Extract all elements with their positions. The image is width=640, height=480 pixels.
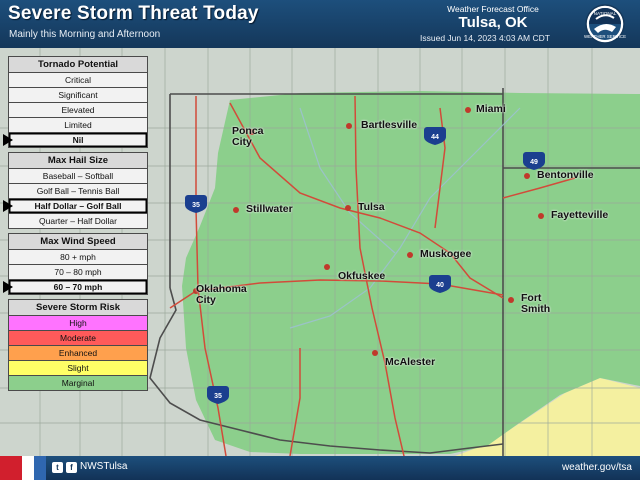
legend-wind-item-0[interactable]: 80 + mph <box>8 250 148 265</box>
city-label: Miami <box>476 103 506 115</box>
footer-stripe-red <box>0 456 22 480</box>
social-handle-group[interactable]: t f NWSTulsa <box>52 461 127 473</box>
legend-hail-item-0[interactable]: Baseball – Softball <box>8 169 148 184</box>
legend-risk-item-0[interactable]: High <box>8 316 148 331</box>
risk-area-marginal <box>182 91 640 454</box>
office-city: Tulsa, OK <box>458 14 528 31</box>
svg-text:49: 49 <box>530 159 538 166</box>
footer-bar: t f NWSTulsa weather.gov/tsa <box>0 456 640 480</box>
legend-tornado-item-label: Critical <box>65 75 91 85</box>
legend-risk-item-3[interactable]: Slight <box>8 361 148 376</box>
legend-risk-item-label: Slight <box>67 363 89 373</box>
svg-text:WEATHER SERVICE: WEATHER SERVICE <box>584 34 626 39</box>
legend-tornado-item-label: Significant <box>58 90 98 100</box>
page-subtitle: Mainly this Morning and Afternoon <box>9 29 161 40</box>
legend-hail-title: Max Hail Size <box>8 152 148 169</box>
legend-risk-item-label: High <box>69 318 87 328</box>
city-label: Tulsa <box>358 201 385 213</box>
legend-tornado-item-0[interactable]: Critical <box>8 73 148 88</box>
rivers <box>289 107 521 329</box>
legend-wind-item-2[interactable]: 60 – 70 mph <box>3 280 148 295</box>
legend-tornado-item-2[interactable]: Elevated <box>8 103 148 118</box>
legend-tornado-item-3[interactable]: Limited <box>8 118 148 133</box>
legend-wind-item-1[interactable]: 70 – 80 mph <box>8 265 148 280</box>
legend-tornado-item-4[interactable]: Nil <box>3 133 148 148</box>
legend-tornado-rows: Critical Significant Elevated Limited Nil <box>3 73 148 148</box>
legend-risk-item-2[interactable]: Enhanced <box>8 346 148 361</box>
legend-risk-item-label: Marginal <box>61 378 95 388</box>
svg-text:NATIONAL: NATIONAL <box>594 11 617 16</box>
legend-risk-rows: High Moderate Enhanced Slight Marginal <box>8 316 148 391</box>
city-label: McAlester <box>385 356 436 368</box>
risk-area-slight <box>455 378 640 456</box>
social-handle: NWSTulsa <box>80 461 128 472</box>
svg-text:40: 40 <box>436 282 444 289</box>
legend-hail-rows: Baseball – Softball Golf Ball – Tennis Ba… <box>3 169 148 229</box>
legend-panel: Tornado Potential Critical Significant Ele… <box>3 56 148 391</box>
legend-hail-item-label: Half Dollar – Golf Ball <box>34 201 122 211</box>
highway-shields: 35 35 44 40 49 <box>185 127 545 404</box>
issued-time: Issued Jun 14, 2023 4:03 AM CDT <box>420 33 550 43</box>
legend-risk-item-1[interactable]: Moderate <box>8 331 148 346</box>
legend-hail-item-2[interactable]: Half Dollar – Golf Ball <box>3 199 148 214</box>
legend-risk-item-label: Enhanced <box>58 348 98 358</box>
facebook-icon[interactable]: f <box>66 462 77 473</box>
header-bar: Severe Storm Threat Today Mainly this Mo… <box>0 0 640 48</box>
state-borders <box>149 88 640 456</box>
legend-risk-title: Severe Storm Risk <box>8 299 148 316</box>
legend-tornado-item-label: Limited <box>64 120 92 130</box>
legend-tornado-item-label: Nil <box>72 135 84 145</box>
city-dots <box>193 107 544 356</box>
svg-text:35: 35 <box>192 202 200 209</box>
legend-wind-item-label: 80 + mph <box>60 252 96 262</box>
legend-tornado-title: Tornado Potential <box>8 56 148 73</box>
legend-hail-item-1[interactable]: Golf Ball – Tennis Ball <box>8 184 148 199</box>
legend-wind-item-label: 60 – 70 mph <box>53 282 103 292</box>
city-label: Bartlesville <box>361 119 418 131</box>
city-label: Bentonville <box>537 169 594 181</box>
city-label: Ponca City <box>232 125 264 148</box>
city-label: Fayetteville <box>551 209 609 221</box>
nws-logo-icon: NATIONAL WEATHER SERVICE <box>584 4 626 44</box>
legend-wind-title: Max Wind Speed <box>8 233 148 250</box>
legend-hail-item-label: Baseball – Softball <box>42 171 114 181</box>
office-line: Weather Forecast Office <box>447 4 539 14</box>
svg-text:35: 35 <box>214 393 222 400</box>
selection-arrow-icon <box>3 281 13 293</box>
svg-text:44: 44 <box>431 134 439 141</box>
city-label: Muskogee <box>420 248 472 260</box>
legend-hail-item-label: Quarter – Half Dollar <box>39 216 117 226</box>
city-label: Stillwater <box>246 203 293 215</box>
city-label: Fort Smith <box>521 292 551 315</box>
website-url[interactable]: weather.gov/tsa <box>561 462 632 473</box>
legend-hail-item-3[interactable]: Quarter – Half Dollar <box>8 214 148 229</box>
footer-stripe-white <box>22 456 34 480</box>
footer-stripe-blue <box>34 456 46 480</box>
legend-risk-item-4[interactable]: Marginal <box>8 376 148 391</box>
page-title: Severe Storm Threat Today <box>8 3 259 24</box>
city-label: Okfuskee <box>338 270 386 282</box>
selection-arrow-icon <box>3 200 13 212</box>
city-label: Oklahoma City <box>196 283 247 306</box>
county-lines <box>0 48 640 456</box>
legend-tornado-item-1[interactable]: Significant <box>8 88 148 103</box>
legend-wind-item-label: 70 – 80 mph <box>54 267 102 277</box>
legend-hail-item-label: Golf Ball – Tennis Ball <box>36 186 120 196</box>
selection-arrow-icon <box>3 134 13 146</box>
legend-risk-item-label: Moderate <box>60 333 96 343</box>
legend-wind-rows: 80 + mph 70 – 80 mph 60 – 70 mph <box>3 250 148 295</box>
twitter-icon[interactable]: t <box>52 462 63 473</box>
legend-tornado-item-label: Elevated <box>61 105 95 115</box>
